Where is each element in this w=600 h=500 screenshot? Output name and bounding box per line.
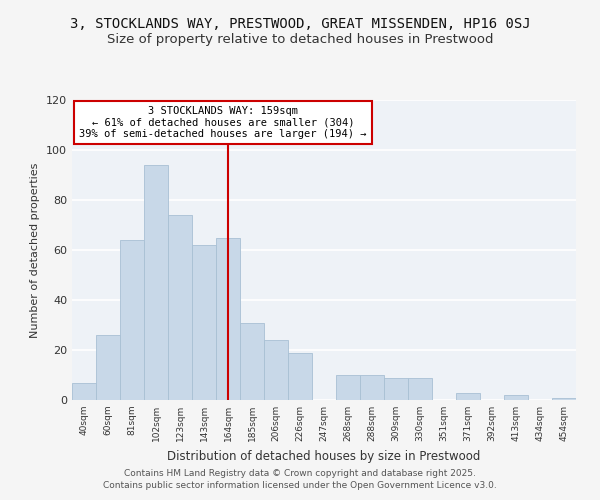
Bar [408,378,432,400]
Text: Contains public sector information licensed under the Open Government Licence v3: Contains public sector information licen… [103,481,497,490]
Text: Contains HM Land Registry data © Crown copyright and database right 2025.: Contains HM Land Registry data © Crown c… [124,468,476,477]
Bar [336,375,360,400]
Bar [72,382,96,400]
Bar [504,395,528,400]
Y-axis label: Number of detached properties: Number of detached properties [31,162,40,338]
Text: 3 STOCKLANDS WAY: 159sqm
← 61% of detached houses are smaller (304)
39% of semi-: 3 STOCKLANDS WAY: 159sqm ← 61% of detach… [79,106,367,139]
Bar [192,245,216,400]
Text: Size of property relative to detached houses in Prestwood: Size of property relative to detached ho… [107,32,493,46]
Bar [168,215,192,400]
Bar [216,238,240,400]
Bar [240,322,264,400]
Bar [552,398,576,400]
Bar [456,392,480,400]
Bar [264,340,288,400]
Bar [384,378,408,400]
Bar [96,335,120,400]
X-axis label: Distribution of detached houses by size in Prestwood: Distribution of detached houses by size … [167,450,481,462]
Bar [360,375,384,400]
Bar [288,352,312,400]
Bar [144,165,168,400]
Text: 3, STOCKLANDS WAY, PRESTWOOD, GREAT MISSENDEN, HP16 0SJ: 3, STOCKLANDS WAY, PRESTWOOD, GREAT MISS… [70,18,530,32]
Bar [120,240,144,400]
